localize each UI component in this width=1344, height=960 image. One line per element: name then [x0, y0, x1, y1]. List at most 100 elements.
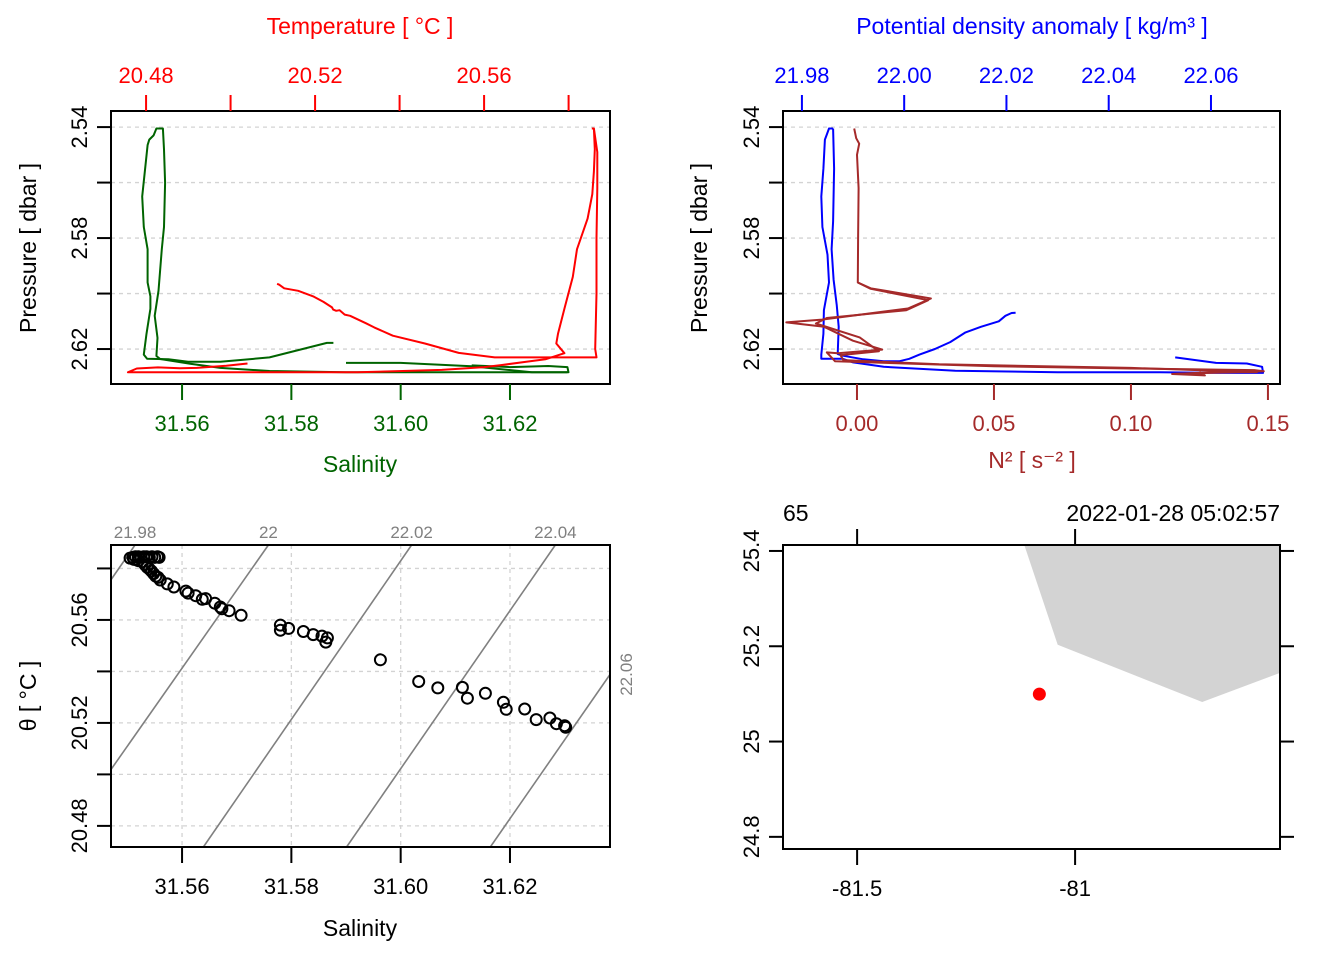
axes: 2.54 2.58 2.62 21.98 22.00 22.02 22.04 22.06 0.0…	[739, 63, 1289, 436]
isopycnal-line	[110, 544, 270, 770]
x-tick-label: 22.02	[979, 63, 1034, 88]
y-tick-label: 2.58	[739, 217, 764, 260]
y-tick-label: 2.54	[739, 106, 764, 149]
x-tick-label: 31.62	[482, 411, 537, 436]
panel-station-map: 24.8 25 25.2 25.4 -81.5 -81 65 2022-01-28 05:…	[739, 500, 1294, 901]
station-time-label: 2022-01-28 05:02:57	[1066, 500, 1280, 526]
x-tick-label: 31.62	[482, 874, 537, 899]
data-point	[455, 680, 469, 694]
x-tick-label: 20.48	[119, 63, 174, 88]
n2-line	[785, 128, 1265, 377]
data-point	[282, 621, 296, 635]
grid	[111, 126, 610, 350]
station-label: 65	[783, 500, 809, 526]
data-point	[499, 702, 513, 716]
data-point	[412, 675, 426, 688]
panel-profile-density-n2: 2.54 2.58 2.62 21.98 22.00 22.02 22.04 22.06 0.0…	[686, 13, 1289, 473]
land-polygon	[1024, 545, 1280, 702]
y-tick-label: 20.48	[67, 798, 92, 853]
axes: 20.48 20.52 20.56 31.56 31.58 31.60 31.62	[67, 544, 611, 899]
data-point	[559, 720, 573, 734]
data-lines	[785, 127, 1265, 377]
data-point	[460, 691, 474, 705]
x-tick-label: 22.06	[1183, 63, 1238, 88]
bottom-axis-title: Salinity	[323, 451, 398, 477]
data-point	[431, 681, 445, 695]
n2-line	[814, 281, 1258, 375]
data-point	[496, 695, 510, 709]
isopycnal-line	[345, 544, 557, 848]
isopycnal-label: 22	[259, 523, 278, 542]
x-tick-label: -81.5	[832, 876, 882, 901]
temperature-line	[276, 128, 599, 359]
plot-frame	[110, 110, 611, 385]
panel-ts-diagram: 21.98 22 22.02 22.04 22.06 20.48 20.52 20.56 31…	[15, 523, 636, 941]
grid	[111, 545, 610, 847]
isopycnal-label: 21.98	[114, 523, 157, 542]
data-point	[222, 604, 236, 618]
data-point	[215, 602, 229, 616]
top-axis-title-main: Potential density anomaly [ kg/m³ ]	[856, 13, 1208, 39]
data-point	[319, 635, 333, 649]
x-tick-label: 0.15	[1247, 411, 1290, 436]
data-point	[153, 573, 167, 587]
y-axis-title: Pressure [ dbar ]	[686, 163, 712, 333]
isopycnal-line	[489, 674, 611, 848]
data-points	[123, 550, 573, 734]
data-point	[306, 628, 320, 642]
y-tick-label: 2.54	[67, 106, 92, 149]
x-tick-label: 31.60	[373, 874, 428, 899]
axes: 2.54 2.58 2.62 31.56 31.58 31.60 31.62 20.48 20.…	[67, 63, 611, 436]
data-point	[152, 550, 166, 564]
x-tick-label: 0.10	[1110, 411, 1153, 436]
data-point	[151, 570, 165, 584]
x-tick-label: 21.98	[774, 63, 829, 88]
grid	[783, 126, 1280, 350]
x-tick-label: 31.60	[373, 411, 428, 436]
data-point	[373, 653, 387, 667]
y-tick-label: 25.2	[739, 625, 764, 668]
data-point	[273, 623, 287, 637]
x-tick-label: 31.58	[264, 874, 319, 899]
data-point	[234, 608, 248, 622]
bottom-axis-title-main: N² [ s⁻² ]	[988, 447, 1076, 473]
y-tick-label: 20.56	[67, 592, 92, 647]
x-tick-label: 20.52	[288, 63, 343, 88]
temperature-line	[126, 127, 596, 374]
data-point	[181, 586, 195, 600]
x-tick-label: -81	[1059, 876, 1091, 901]
isopycnal-label: 22.06	[617, 653, 636, 696]
x-tick-label: 0.05	[973, 411, 1016, 436]
axes: 24.8 25 25.2 25.4 -81.5 -81	[739, 529, 1294, 901]
y-tick-label: 2.62	[739, 328, 764, 371]
data-point	[478, 686, 492, 700]
y-tick-label: 25.4	[739, 530, 764, 573]
y-tick-label: 2.58	[67, 217, 92, 260]
isopycnal-line	[110, 544, 136, 581]
x-tick-label: 31.56	[155, 411, 210, 436]
plot-frame	[110, 544, 611, 848]
density-line	[820, 127, 1265, 374]
x-tick-label: 22.00	[877, 63, 932, 88]
salinity-line	[141, 127, 334, 363]
salinity-line	[346, 361, 568, 374]
panel-profile-temperature-salinity: 2.54 2.58 2.62 31.56 31.58 31.60 31.62 20.48 20.…	[15, 13, 611, 477]
y-tick-label: 25	[739, 729, 764, 753]
plot-frame	[782, 544, 1281, 850]
y-axis-title: θ [ °C ]	[15, 661, 41, 732]
top-axis-title: Potential density anomaly [ kg/m³ ]	[856, 13, 1208, 39]
data-point	[273, 618, 287, 632]
data-point	[518, 702, 532, 716]
x-tick-label: 31.56	[155, 874, 210, 899]
y-tick-label: 24.8	[739, 815, 764, 858]
data-point	[167, 580, 181, 594]
isopycnals: 21.98 22 22.02 22.04 22.06	[110, 523, 636, 848]
density-line	[830, 128, 1016, 363]
isopycnal-line	[202, 544, 413, 848]
x-axis-title: Salinity	[323, 915, 398, 941]
data-lines	[126, 127, 599, 374]
station-marker	[1032, 687, 1046, 701]
salinity-line	[153, 127, 570, 374]
y-tick-label: 20.52	[67, 695, 92, 750]
